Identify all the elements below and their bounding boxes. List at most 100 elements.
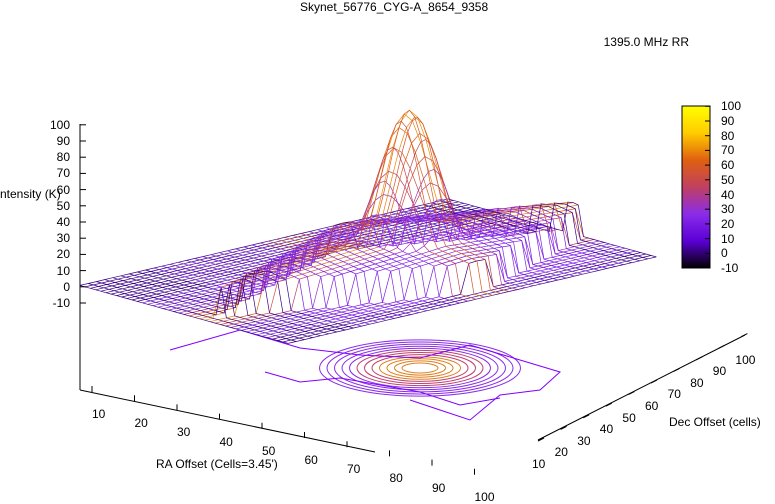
mesh-line — [215, 132, 584, 324]
mesh-line — [423, 204, 632, 264]
mesh-line — [333, 216, 542, 285]
mesh-line — [96, 281, 305, 340]
mesh-line — [169, 261, 379, 323]
mesh-line — [204, 109, 574, 321]
mesh-line — [256, 245, 626, 336]
x-tick-label: 10 — [92, 407, 106, 421]
contour-line — [319, 339, 521, 397]
mesh-line — [272, 252, 641, 340]
mesh-line — [277, 253, 646, 341]
y-tick-mark — [628, 391, 635, 396]
mesh-line — [407, 207, 616, 267]
mesh-line — [366, 212, 575, 277]
x-tick-label: 80 — [389, 471, 403, 486]
mesh-line — [235, 239, 444, 308]
z-tick-label: 70 — [56, 166, 70, 181]
mesh-line — [440, 200, 649, 260]
contour-line — [326, 341, 514, 395]
colorbar-tick-label: 30 — [721, 202, 735, 217]
mesh-line — [137, 271, 346, 331]
mesh-line — [120, 275, 329, 335]
y-tick-mark — [695, 356, 703, 361]
x-tick-label: 20 — [134, 416, 148, 431]
mesh-line — [241, 231, 610, 331]
mesh-line — [147, 217, 516, 305]
mesh-line — [85, 200, 454, 288]
z-tick-label: 0 — [63, 279, 70, 294]
mesh-line — [415, 205, 624, 265]
x-tick-label: 60 — [304, 453, 318, 467]
colorbar-tick-label: 70 — [721, 143, 735, 158]
y-axis-line — [537, 334, 746, 441]
y-tick-mark — [560, 425, 567, 430]
legend-label: 1395.0 MHz RR — [603, 35, 689, 49]
y-tick-label: 60 — [645, 399, 659, 413]
mesh-line — [220, 156, 589, 325]
mesh-line — [448, 198, 657, 258]
x-axis-label: RA Offset (Cells=3.45') — [156, 457, 278, 471]
z-tick-label: 60 — [56, 182, 70, 197]
mesh-line — [145, 269, 354, 329]
mesh-line — [194, 253, 403, 317]
contour-line — [349, 347, 491, 389]
mesh-line — [235, 226, 605, 330]
z-axis-label: ntensity (K) — [0, 187, 61, 201]
contour-line — [401, 362, 439, 374]
surface-plot — [79, 40, 748, 475]
colorbar-tick-label: -10 — [721, 261, 739, 275]
mesh-line — [309, 169, 518, 290]
x-axis-line — [79, 389, 376, 453]
mesh-line — [178, 258, 387, 321]
mesh-line — [282, 255, 652, 343]
contour-line — [334, 343, 506, 393]
colorbar-gradient — [681, 105, 711, 269]
colorbar — [681, 105, 711, 269]
mesh-line — [292, 116, 501, 294]
mesh-line — [243, 236, 452, 306]
y-tick-label: 80 — [690, 375, 704, 390]
y-tick-label: 90 — [712, 364, 727, 379]
mesh-line — [129, 273, 338, 333]
mesh-line — [259, 180, 469, 302]
y-tick-mark — [673, 367, 680, 372]
x-tick-label: 40 — [219, 434, 233, 449]
mesh-line — [268, 146, 477, 300]
surface-mesh — [79, 109, 657, 344]
mesh-line — [325, 217, 534, 287]
axes-box — [79, 124, 748, 475]
contour-line — [364, 352, 476, 384]
y-tick-label: 10 — [532, 457, 546, 471]
mesh-line — [287, 256, 657, 344]
x-tick-label: 90 — [432, 480, 446, 495]
y-tick-label: 40 — [599, 422, 614, 437]
y-tick-label: 30 — [577, 433, 591, 448]
y-tick-label: 50 — [622, 410, 636, 425]
colorbar-tick-label: 0 — [721, 246, 728, 261]
y-tick-mark — [605, 402, 613, 407]
mesh-line — [104, 279, 313, 338]
z-tick-label: 40 — [56, 215, 70, 229]
mesh-line — [163, 213, 532, 309]
x-tick-label: 30 — [177, 425, 191, 440]
mesh-line — [390, 208, 600, 271]
x-tick-label: 100 — [474, 489, 495, 504]
y-axis-label: Dec Offset (cells) — [669, 415, 761, 429]
z-tick-label: 90 — [56, 134, 70, 148]
mesh-line — [219, 244, 428, 312]
colorbar-tick-label: 20 — [721, 216, 735, 231]
mesh-line — [251, 240, 620, 334]
mesh-line — [88, 283, 297, 342]
colorbar-tick-label: 60 — [721, 158, 735, 173]
x-tick-label: 70 — [347, 462, 361, 477]
y-tick-label: 70 — [667, 387, 681, 402]
contour-line — [264, 371, 501, 406]
colorbar-tick-label: 80 — [721, 128, 735, 143]
z-tick-label: 80 — [56, 150, 70, 165]
contour-line — [394, 360, 446, 376]
contour-line — [169, 329, 561, 421]
mesh-line — [202, 250, 411, 315]
mesh-line — [382, 210, 591, 273]
colorbar-tick-label: 100 — [721, 99, 742, 114]
z-tick-label: 30 — [56, 231, 70, 246]
mesh-line — [246, 236, 615, 333]
